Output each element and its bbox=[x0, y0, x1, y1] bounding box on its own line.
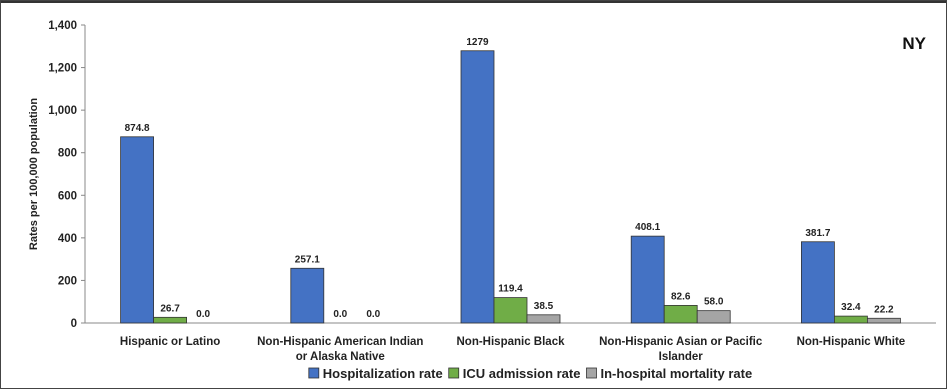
bar bbox=[834, 315, 868, 324]
legend-item: Hospitalization rate bbox=[308, 366, 443, 381]
bar bbox=[290, 267, 325, 324]
x-tick-label: Non-Hispanic Asian or Pacific bbox=[599, 336, 763, 348]
data-label: 874.8 bbox=[125, 123, 150, 134]
legend-label: ICU admission rate bbox=[463, 366, 581, 381]
data-label: 0.0 bbox=[196, 309, 210, 320]
legend-item: In-hospital mortality rate bbox=[586, 366, 752, 381]
y-tick-label: 400 bbox=[58, 233, 77, 245]
legend-item: ICU admission rate bbox=[448, 366, 581, 381]
x-tick-label: Non-Hispanic White bbox=[797, 336, 906, 348]
legend-label: Hospitalization rate bbox=[323, 366, 443, 381]
y-tick-label: 1,400 bbox=[48, 20, 77, 32]
data-label: 58.0 bbox=[704, 297, 724, 308]
x-tick-label: or Alaska Native bbox=[296, 351, 385, 363]
legend-label: In-hospital mortality rate bbox=[600, 366, 752, 381]
data-label: 22.2 bbox=[874, 304, 894, 315]
y-tick-label: 1,200 bbox=[48, 63, 77, 75]
data-label: 119.4 bbox=[498, 284, 523, 295]
data-label: 381.7 bbox=[805, 228, 830, 239]
data-label: 408.1 bbox=[635, 222, 660, 233]
y-axis-title: Rates per 100,000 population bbox=[28, 98, 40, 250]
x-tick-label: Hispanic or Latino bbox=[120, 336, 220, 348]
legend: Hospitalization rate ICU admission rate In… bbox=[308, 366, 752, 381]
data-label: 1279 bbox=[466, 37, 489, 48]
y-tick-label: 1,000 bbox=[48, 105, 77, 117]
bar bbox=[696, 310, 731, 324]
bar bbox=[867, 317, 901, 324]
legend-swatch bbox=[586, 367, 597, 379]
bar bbox=[801, 241, 835, 324]
chart-annotation: NY bbox=[902, 34, 926, 53]
data-label: 38.5 bbox=[534, 301, 554, 312]
x-tick-label: Non-Hispanic American Indian bbox=[257, 336, 423, 348]
legend-swatch bbox=[308, 367, 320, 379]
bar bbox=[630, 235, 665, 324]
y-tick-label: 600 bbox=[58, 190, 77, 202]
x-tick-label: Islander bbox=[659, 351, 704, 363]
x-tick-label: Non-Hispanic Black bbox=[457, 336, 566, 348]
bar bbox=[493, 297, 528, 324]
data-label: 32.4 bbox=[841, 302, 861, 313]
data-label: 257.1 bbox=[295, 254, 320, 265]
data-label: 82.6 bbox=[671, 291, 691, 302]
bars bbox=[120, 50, 901, 324]
data-label: 0.0 bbox=[333, 309, 347, 320]
y-tick-label: 800 bbox=[58, 148, 77, 160]
y-axis: 0 200 400 600 800 1,000 1,200 1,400 bbox=[48, 20, 86, 330]
data-label: 26.7 bbox=[160, 303, 180, 314]
bar bbox=[120, 136, 154, 324]
x-axis: Hispanic or Latino Non-Hispanic American … bbox=[85, 322, 936, 363]
legend-swatch bbox=[448, 367, 460, 379]
bar bbox=[460, 50, 495, 324]
bar bbox=[526, 314, 561, 324]
y-tick-label: 200 bbox=[58, 275, 77, 287]
bar bbox=[663, 305, 698, 324]
y-tick-label: 0 bbox=[71, 318, 77, 330]
bar bbox=[153, 316, 188, 324]
data-labels: 874.8 26.7 0.0 257.1 0.0 0.0 1279 119.4 38.5 408.… bbox=[125, 37, 894, 320]
data-label: 0.0 bbox=[366, 309, 380, 320]
